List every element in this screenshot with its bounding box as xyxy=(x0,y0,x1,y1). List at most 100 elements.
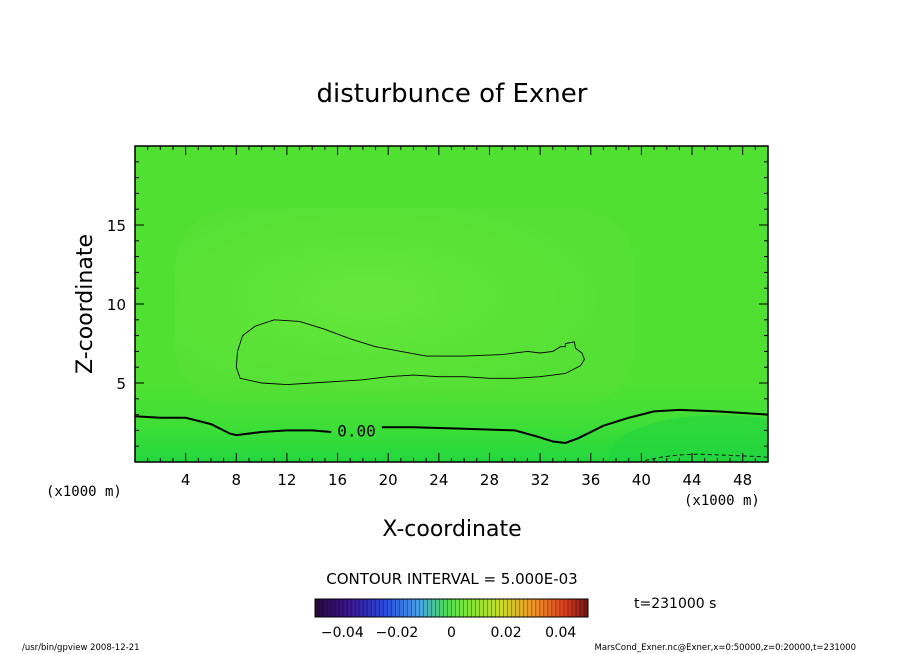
contour-label-layer: 0.00 xyxy=(337,421,376,440)
plot-shading xyxy=(135,146,768,462)
x-tick-label: 4 xyxy=(181,471,191,489)
colorbar-cell xyxy=(375,599,380,617)
colorbar-cell xyxy=(319,599,324,617)
y-tick-label: 10 xyxy=(107,296,126,314)
colorbar-cell xyxy=(323,599,328,617)
y-tick-label: 5 xyxy=(116,375,126,393)
colorbar-cell xyxy=(523,599,529,617)
x-tick-label: 12 xyxy=(277,471,296,489)
colorbar-cell xyxy=(315,599,320,617)
colorbar-cell xyxy=(351,599,356,617)
colorbar-tick-label: −0.04 xyxy=(321,625,364,641)
colorbar-cell xyxy=(575,599,581,617)
colorbar-cell xyxy=(347,599,352,617)
field-bottom-right-region xyxy=(610,415,768,462)
colorbar-cell xyxy=(475,599,481,617)
colorbar-cell xyxy=(543,599,549,617)
colorbar-cell xyxy=(499,599,505,617)
colorbar-cell xyxy=(411,599,416,617)
x-tick-label: 20 xyxy=(379,471,398,489)
colorbar-cell xyxy=(559,599,565,617)
colorbar-cell xyxy=(503,599,509,617)
colorbar-cell xyxy=(479,599,485,617)
x-unit-left: (x1000 m) xyxy=(46,484,122,500)
colorbar-cell xyxy=(335,599,340,617)
colorbar-cell xyxy=(439,599,444,617)
colorbar-cell xyxy=(491,599,497,617)
colorbar-cell xyxy=(539,599,545,617)
colorbar-cell xyxy=(407,599,412,617)
colorbar-cell xyxy=(555,599,561,617)
colorbar-cell xyxy=(471,599,476,617)
colorbar-cell xyxy=(551,599,557,617)
colorbar-cell xyxy=(387,599,392,617)
colorbar-cell xyxy=(355,599,360,617)
colorbar-cell xyxy=(363,599,368,617)
x-tick-label: 40 xyxy=(632,471,651,489)
contour-line-1 xyxy=(135,415,332,437)
y-tick-label: 15 xyxy=(107,217,126,235)
colorbar-cell xyxy=(343,599,348,617)
colorbar-cell xyxy=(467,599,472,617)
contour-layer xyxy=(135,319,768,461)
colorbar-tick-label: 0 xyxy=(447,625,456,641)
colorbar-cell xyxy=(415,599,420,617)
colorbar-cell xyxy=(331,599,336,617)
field-inner-region xyxy=(175,208,635,406)
x-tick-label: 8 xyxy=(232,471,242,489)
colorbar-cell xyxy=(579,599,585,617)
colorbar-cell xyxy=(427,599,432,617)
x-tick-label: 48 xyxy=(733,471,752,489)
colorbar-cell xyxy=(391,599,396,617)
x-tick-label: 24 xyxy=(429,471,448,489)
colorbar-cell xyxy=(507,599,513,617)
colorbar-cell xyxy=(487,599,493,617)
colorbar-cell xyxy=(455,599,460,617)
colorbar-ticks: −0.04 −0.02 0 0.02 0.04 xyxy=(321,625,577,641)
chart-title: disturbunce of Exner xyxy=(317,79,588,109)
x-unit-right: (x1000 m) xyxy=(684,493,760,509)
colorbar-frame xyxy=(314,598,589,618)
x-tick-label: 44 xyxy=(682,471,701,489)
colorbar-tick-label: −0.02 xyxy=(375,625,418,641)
colorbar-cell xyxy=(563,599,569,617)
colorbar-cell xyxy=(395,599,400,617)
colorbar-cell xyxy=(531,599,537,617)
footer-left: /usr/bin/gpview 2008-12-21 xyxy=(22,643,140,653)
colorbar-cell xyxy=(527,599,533,617)
colorbar-cell xyxy=(379,599,384,617)
colorbar-cell xyxy=(399,599,404,617)
colorbar-cell xyxy=(403,599,408,617)
colorbar-tick-label: 0.02 xyxy=(491,625,522,641)
contour-interval-label: CONTOUR INTERVAL = 5.000E-03 xyxy=(326,570,577,588)
colorbar-cell xyxy=(535,599,541,617)
contour-line-0 xyxy=(235,319,585,386)
footer-right: MarsCond_Exner.nc@Exner,x=0:50000,z=0:20… xyxy=(594,643,856,653)
colorbar-cell xyxy=(451,599,456,617)
colorbar-cell xyxy=(367,599,372,617)
colorbar-cell xyxy=(547,599,553,617)
colorbar-cell xyxy=(463,599,468,617)
colorbar-cell xyxy=(359,599,364,617)
colorbar-cell xyxy=(483,599,489,617)
colorbar-cell xyxy=(583,599,589,617)
colorbar-cell xyxy=(519,599,525,617)
colorbar-cell xyxy=(571,599,577,617)
x-tick-label: 36 xyxy=(581,471,600,489)
contour-line-2 xyxy=(381,408,768,445)
colorbar-cell xyxy=(419,599,424,617)
colorbar-cell xyxy=(495,599,501,617)
contour-value-label: 0.00 xyxy=(337,421,376,440)
contour-line-3 xyxy=(645,453,768,461)
colorbar xyxy=(314,599,589,617)
colorbar-cell xyxy=(371,599,376,617)
x-tick-label: 28 xyxy=(480,471,499,489)
x-tick-label: 32 xyxy=(531,471,550,489)
colorbar-cell xyxy=(567,599,573,617)
colorbar-cell xyxy=(423,599,428,617)
colorbar-tick-label: 0.04 xyxy=(545,625,576,641)
colorbar-cell xyxy=(339,599,344,617)
x-tick-label: 16 xyxy=(328,471,347,489)
